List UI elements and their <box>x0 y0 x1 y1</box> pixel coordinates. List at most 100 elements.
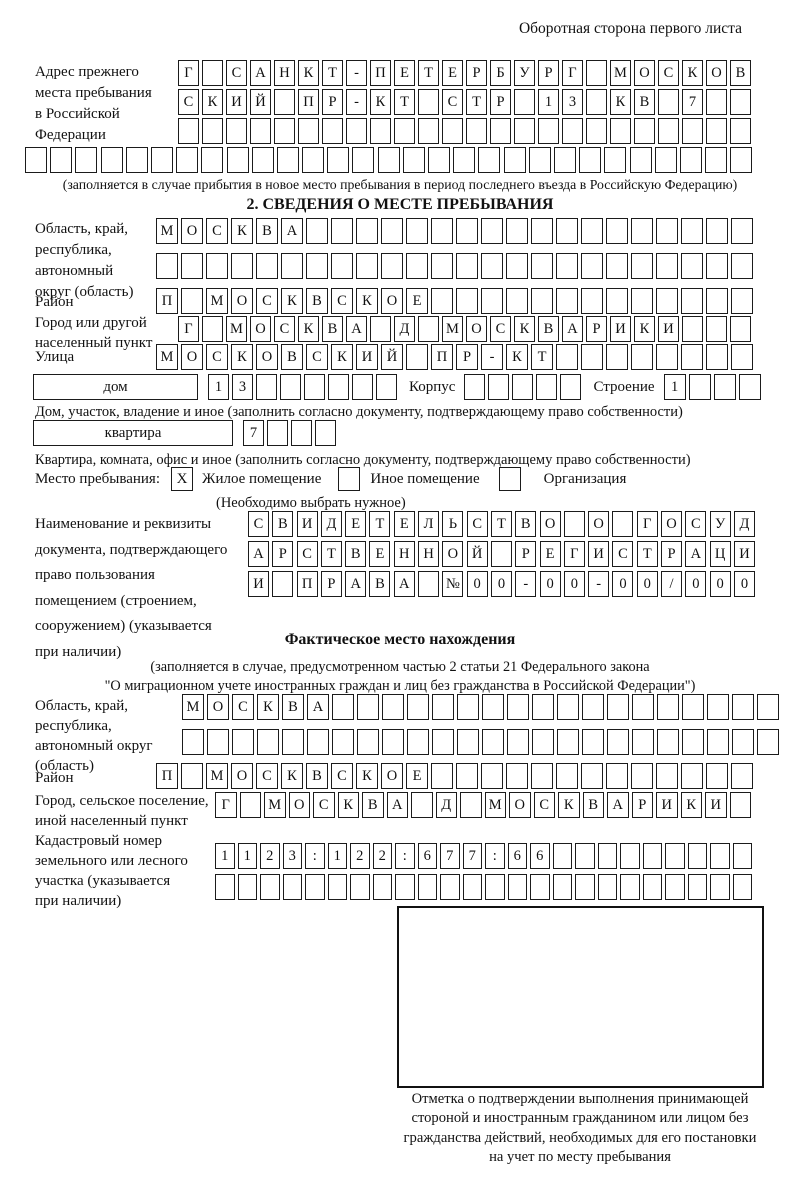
char-cell[interactable] <box>456 218 478 244</box>
char-cell[interactable] <box>536 374 558 400</box>
char-cell[interactable]: : <box>485 843 505 869</box>
char-cell[interactable]: М <box>206 763 228 789</box>
char-cell[interactable]: Г <box>178 316 199 342</box>
char-cell[interactable]: В <box>362 792 384 818</box>
char-cell[interactable] <box>656 288 678 314</box>
char-cell[interactable]: К <box>634 316 655 342</box>
char-cell[interactable] <box>372 874 392 900</box>
char-cell[interactable]: С <box>248 511 269 537</box>
char-cell[interactable]: И <box>588 541 610 567</box>
char-cell[interactable]: М <box>156 344 178 370</box>
char-cell[interactable]: Р <box>320 571 342 597</box>
char-cell[interactable]: О <box>381 288 403 314</box>
char-cell[interactable] <box>440 874 460 900</box>
char-cell[interactable] <box>665 874 685 900</box>
char-cell[interactable]: К <box>506 344 528 370</box>
char-cell[interactable]: Г <box>562 60 583 86</box>
char-cell[interactable]: 0 <box>539 571 561 597</box>
char-cell[interactable]: В <box>515 511 537 537</box>
char-cell[interactable] <box>556 288 578 314</box>
char-cell[interactable] <box>631 253 653 279</box>
char-cell[interactable] <box>579 147 602 173</box>
char-cell[interactable]: С <box>612 541 634 567</box>
char-cell[interactable]: П <box>156 763 178 789</box>
char-cell[interactable] <box>417 874 437 900</box>
char-cell[interactable]: - <box>588 571 610 597</box>
char-cell[interactable]: О <box>466 316 487 342</box>
char-cell[interactable] <box>462 874 482 900</box>
char-cell[interactable] <box>620 843 640 869</box>
char-cell[interactable]: А <box>248 541 269 567</box>
char-cell[interactable] <box>531 218 553 244</box>
char-cell[interactable]: В <box>282 694 304 720</box>
char-cell[interactable] <box>125 147 148 173</box>
char-cell[interactable]: С <box>256 763 278 789</box>
char-cell[interactable]: Т <box>369 511 391 537</box>
char-cell[interactable]: В <box>322 316 343 342</box>
char-cell[interactable] <box>407 694 429 720</box>
char-cell[interactable] <box>256 374 277 400</box>
char-cell[interactable] <box>581 218 603 244</box>
char-cell[interactable] <box>656 253 678 279</box>
char-cell[interactable]: С <box>658 60 679 86</box>
char-cell[interactable] <box>730 89 751 115</box>
char-cell[interactable] <box>575 874 595 900</box>
char-cell[interactable] <box>581 288 603 314</box>
char-cell[interactable]: С <box>466 511 488 537</box>
char-cell[interactable]: 2 <box>260 843 280 869</box>
char-cell[interactable] <box>607 694 629 720</box>
char-cell[interactable] <box>418 118 439 144</box>
char-cell[interactable] <box>713 374 736 400</box>
char-cell[interactable] <box>202 316 223 342</box>
char-cell[interactable] <box>272 571 294 597</box>
char-cell[interactable]: 1 <box>663 374 686 400</box>
char-cell[interactable]: К <box>337 792 359 818</box>
char-cell[interactable] <box>207 729 229 755</box>
char-cell[interactable] <box>706 253 728 279</box>
char-cell[interactable]: А <box>346 316 367 342</box>
char-cell[interactable]: О <box>509 792 531 818</box>
char-cell[interactable] <box>432 729 454 755</box>
char-cell[interactable] <box>679 147 702 173</box>
char-cell[interactable]: 1 <box>538 89 559 115</box>
char-cell[interactable] <box>322 118 343 144</box>
char-cell[interactable] <box>231 253 253 279</box>
char-cell[interactable]: О <box>588 511 610 537</box>
char-cell[interactable] <box>306 253 328 279</box>
char-cell[interactable] <box>606 218 628 244</box>
char-cell[interactable] <box>431 763 453 789</box>
char-cell[interactable] <box>514 118 535 144</box>
char-cell[interactable] <box>681 763 703 789</box>
char-cell[interactable]: М <box>226 316 247 342</box>
char-cell[interactable] <box>418 89 439 115</box>
char-cell[interactable] <box>610 118 631 144</box>
char-cell[interactable]: - <box>346 60 367 86</box>
char-cell[interactable]: П <box>298 89 319 115</box>
char-cell[interactable] <box>481 218 503 244</box>
char-cell[interactable]: К <box>682 60 703 86</box>
char-cell[interactable]: О <box>231 288 253 314</box>
char-cell[interactable]: О <box>661 511 683 537</box>
char-cell[interactable]: Г <box>178 60 199 86</box>
char-cell[interactable]: О <box>181 344 203 370</box>
char-cell[interactable]: Р <box>661 541 683 567</box>
char-cell[interactable] <box>274 89 295 115</box>
char-cell[interactable] <box>632 729 654 755</box>
char-cell[interactable] <box>560 374 582 400</box>
char-cell[interactable] <box>481 763 503 789</box>
char-cell[interactable] <box>381 253 403 279</box>
char-cell[interactable]: В <box>369 571 391 597</box>
char-cell[interactable]: Е <box>394 60 415 86</box>
char-cell[interactable] <box>478 147 501 173</box>
char-cell[interactable] <box>428 147 450 173</box>
char-cell[interactable] <box>538 118 559 144</box>
char-cell[interactable] <box>597 874 617 900</box>
char-cell[interactable]: Д <box>394 316 415 342</box>
char-cell[interactable] <box>706 118 727 144</box>
char-cell[interactable] <box>656 218 678 244</box>
char-cell[interactable] <box>682 694 704 720</box>
char-cell[interactable] <box>606 253 628 279</box>
char-cell[interactable] <box>707 694 729 720</box>
char-cell[interactable]: Л <box>418 511 440 537</box>
char-cell[interactable] <box>352 374 373 400</box>
